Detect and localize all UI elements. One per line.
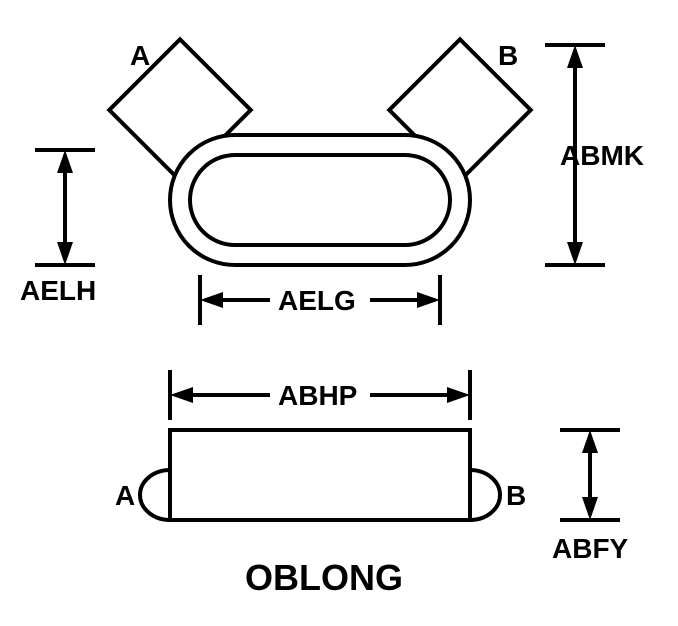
label-a-bottom: A: [115, 480, 135, 511]
dim-abmk: ABMK: [545, 45, 644, 265]
label-aelg: AELG: [278, 285, 356, 316]
label-b-top: B: [498, 40, 518, 71]
dim-aelg: AELG: [200, 275, 440, 325]
label-b-bottom: B: [506, 480, 526, 511]
dim-aelh: AELH: [20, 150, 96, 306]
label-abfy: ABFY: [552, 533, 629, 564]
cap-a-side: [140, 470, 170, 520]
diagram-container: A B ABMK AELH: [0, 0, 678, 626]
label-aelh: AELH: [20, 275, 96, 306]
label-a-top: A: [130, 40, 150, 71]
body-side: [170, 430, 470, 520]
label-abmk: ABMK: [560, 140, 644, 171]
label-abhp: ABHP: [278, 380, 357, 411]
diagram-title: OBLONG: [245, 557, 403, 598]
technical-diagram: A B ABMK AELH: [0, 0, 678, 626]
cap-b-side: [470, 470, 500, 520]
dim-abfy: ABFY: [552, 430, 629, 564]
dim-abhp: ABHP: [170, 370, 470, 420]
